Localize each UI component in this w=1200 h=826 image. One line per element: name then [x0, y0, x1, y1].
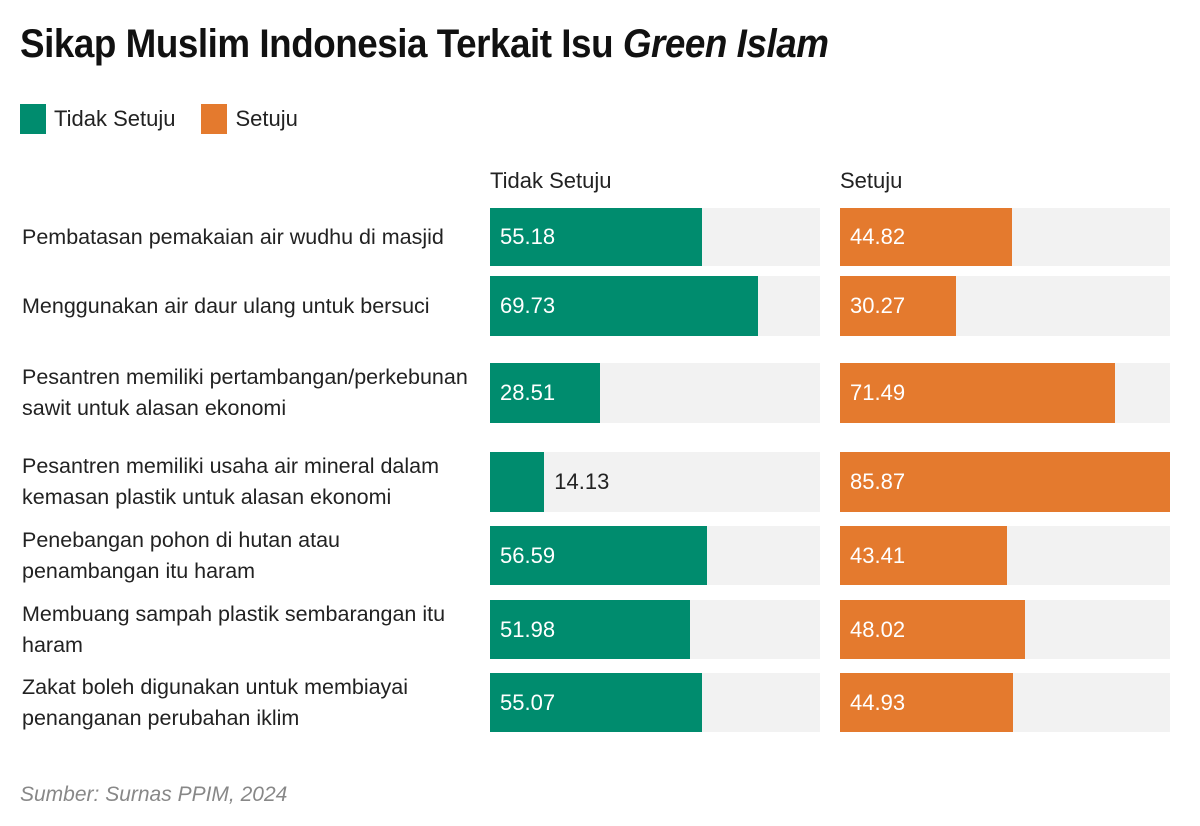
bar-track: 85.87	[840, 452, 1170, 512]
legend-item-tidak-setuju: Tidak Setuju	[20, 104, 175, 134]
legend-label: Setuju	[235, 106, 298, 131]
bar-track: 48.02	[840, 600, 1170, 659]
data-label: 56.59	[500, 542, 556, 568]
data-label: 14.13	[554, 469, 610, 494]
bar-tidak-setuju	[490, 600, 690, 659]
data-label: 55.18	[500, 224, 556, 249]
bar-setuju	[840, 526, 1007, 585]
bar-track: 14.13	[490, 452, 820, 512]
title-text: Sikap Muslim Indonesia Terkait Isu	[20, 22, 623, 66]
column-header-tidak-setuju: Tidak Setuju	[490, 168, 612, 193]
data-label: 85.87	[850, 469, 906, 494]
row-label: Menggunakan air daur ulang untuk bersuci	[22, 293, 430, 318]
bar-track: 44.82	[840, 208, 1170, 266]
row-label: Pesantren memiliki pertambangan/perkebun…	[22, 365, 468, 420]
data-label: 71.49	[850, 380, 906, 405]
data-label: 44.93	[850, 689, 906, 715]
row-label: Zakat boleh digunakan untuk membiayai pe…	[22, 674, 409, 730]
legend-label: Tidak Setuju	[54, 106, 176, 131]
bar-track: 44.93	[840, 673, 1170, 732]
data-label: 48.02	[850, 616, 906, 642]
bar-track: 55.18	[490, 208, 820, 266]
bar-track: 55.07	[490, 673, 820, 732]
legend-swatch	[20, 104, 46, 134]
data-label: 30.27	[850, 293, 906, 318]
bar-tidak-setuju	[490, 526, 708, 585]
bar-tidak-setuju	[490, 276, 758, 336]
bar-setuju	[840, 208, 1013, 266]
data-label: 51.98	[500, 616, 556, 642]
bar-tidak-setuju	[490, 363, 600, 423]
bar-track: 30.27	[840, 276, 1170, 336]
legend: Tidak Setuju Setuju	[20, 104, 324, 134]
bar-track: 71.49	[840, 363, 1170, 423]
chart-title: Sikap Muslim Indonesia Terkait Isu Green…	[20, 22, 829, 67]
legend-item-setuju: Setuju	[201, 104, 298, 134]
data-label: 43.41	[850, 542, 906, 568]
bar-setuju	[840, 673, 1013, 732]
row-label: Pembatasan pemakaian air wudhu di masjid	[22, 224, 444, 249]
bar-setuju	[840, 452, 1170, 512]
bar-track: 56.59	[490, 526, 820, 585]
column-header-setuju: Setuju	[840, 168, 903, 193]
bar-track: 51.98	[490, 600, 820, 659]
bar-track: 69.73	[490, 276, 820, 336]
bar-track: 28.51	[490, 363, 820, 423]
bar-tidak-setuju	[490, 452, 545, 512]
row-label: Membuang sampah plastik sembarangan itu …	[22, 601, 446, 657]
row-label: Penebangan pohon di hutan atau penambang…	[22, 527, 341, 583]
data-label: 44.82	[850, 224, 906, 249]
source-note: Sumber: Surnas PPIM, 2024	[20, 783, 288, 806]
legend-swatch	[201, 104, 228, 134]
bar-setuju	[840, 600, 1025, 659]
bar-setuju	[840, 363, 1115, 423]
bar-tidak-setuju	[490, 208, 703, 266]
bar-tidak-setuju	[490, 673, 702, 732]
data-label: 55.07	[500, 689, 556, 715]
data-label: 69.73	[500, 293, 556, 318]
bar-track: 43.41	[840, 526, 1170, 585]
bar-setuju	[840, 276, 957, 336]
title-italic-text: Green Islam	[622, 22, 829, 66]
data-label: 28.51	[500, 380, 556, 405]
row-label: Pesantren memiliki usaha air mineral dal…	[22, 454, 440, 509]
